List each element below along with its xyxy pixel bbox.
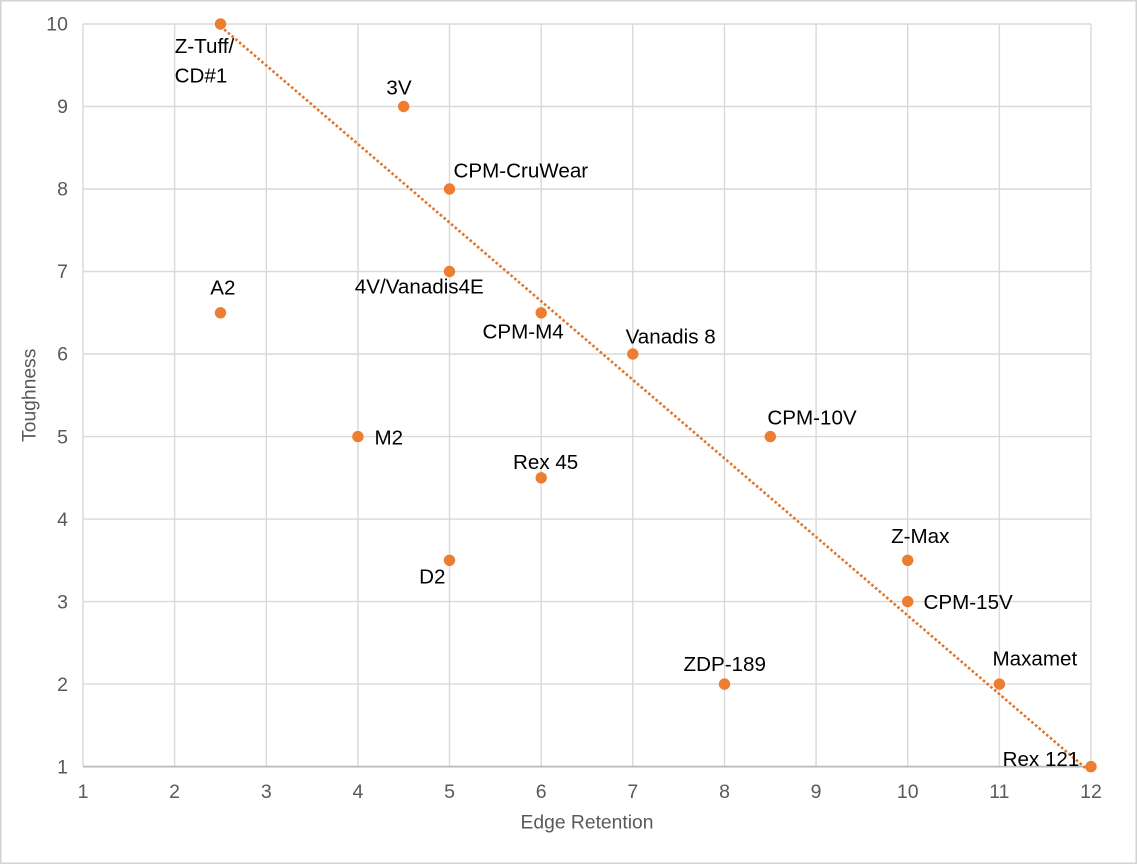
svg-text:2: 2 bbox=[57, 674, 68, 696]
svg-text:Rex 121: Rex 121 bbox=[1003, 748, 1080, 771]
svg-text:9: 9 bbox=[811, 781, 822, 803]
svg-text:6: 6 bbox=[536, 781, 547, 803]
svg-text:ZDP-189: ZDP-189 bbox=[684, 653, 766, 676]
svg-text:Maxamet: Maxamet bbox=[993, 648, 1078, 671]
svg-text:9: 9 bbox=[57, 96, 68, 118]
svg-text:Z-Tuff/: Z-Tuff/ bbox=[175, 35, 235, 58]
svg-text:10: 10 bbox=[46, 14, 68, 36]
svg-text:5: 5 bbox=[444, 781, 455, 803]
svg-text:10: 10 bbox=[897, 781, 919, 803]
svg-text:2: 2 bbox=[169, 781, 180, 803]
svg-text:Vanadis 8: Vanadis 8 bbox=[626, 325, 716, 348]
svg-text:5: 5 bbox=[57, 426, 68, 448]
svg-text:CPM-M4: CPM-M4 bbox=[483, 321, 564, 344]
svg-text:8: 8 bbox=[719, 781, 730, 803]
svg-text:A2: A2 bbox=[210, 277, 235, 300]
svg-text:CPM-CruWear: CPM-CruWear bbox=[454, 160, 589, 183]
svg-text:Rex 45: Rex 45 bbox=[513, 451, 578, 474]
svg-text:12: 12 bbox=[1080, 781, 1102, 803]
svg-text:M2: M2 bbox=[375, 427, 404, 450]
svg-text:6: 6 bbox=[57, 344, 68, 366]
svg-text:7: 7 bbox=[627, 781, 638, 803]
svg-text:4: 4 bbox=[57, 509, 68, 531]
svg-text:1: 1 bbox=[78, 781, 89, 803]
svg-text:4: 4 bbox=[352, 781, 363, 803]
svg-text:Z-Max: Z-Max bbox=[891, 525, 950, 548]
svg-text:4V/Vanadis4E: 4V/Vanadis4E bbox=[355, 276, 484, 299]
svg-text:3: 3 bbox=[261, 781, 272, 803]
svg-text:7: 7 bbox=[57, 261, 68, 283]
svg-text:3V: 3V bbox=[386, 76, 411, 99]
svg-text:CD#1: CD#1 bbox=[175, 64, 228, 87]
svg-text:11: 11 bbox=[989, 781, 1009, 803]
svg-text:CPM-15V: CPM-15V bbox=[924, 591, 1014, 614]
svg-text:1: 1 bbox=[57, 756, 68, 778]
svg-text:3: 3 bbox=[57, 591, 68, 613]
svg-text:Toughness: Toughness bbox=[20, 349, 41, 442]
svg-text:CPM-10V: CPM-10V bbox=[767, 407, 857, 430]
svg-text:Edge Retention: Edge Retention bbox=[521, 812, 654, 833]
svg-text:8: 8 bbox=[57, 179, 68, 201]
svg-text:D2: D2 bbox=[419, 565, 445, 588]
